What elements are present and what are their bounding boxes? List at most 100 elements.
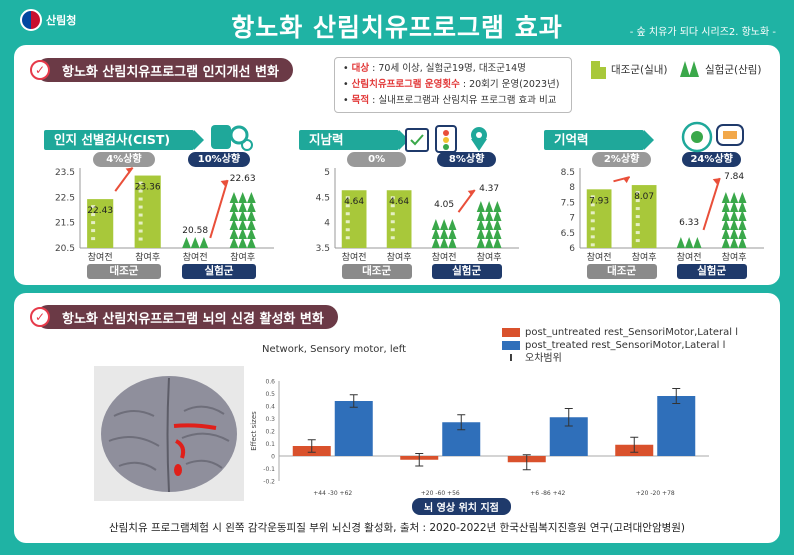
window-mark <box>138 189 143 193</box>
x-tick-label: +44 -30 +62 <box>313 490 352 497</box>
data-label: 20.58 <box>182 226 208 236</box>
tree-bar <box>485 237 494 248</box>
chart-title-pill: 인지 선별검사(CIST) <box>44 130 204 150</box>
tree-bar <box>182 237 191 248</box>
window-mark <box>635 239 640 243</box>
info-value: : 실내프로그램과 산림치유 프로그램 효과 비교 <box>372 95 557 106</box>
x-tick-label: 참여후 <box>722 251 747 263</box>
legend-swatch <box>502 328 520 337</box>
tree-bar <box>721 210 730 221</box>
legend-experimental-label: 실험군(산림) <box>705 63 762 76</box>
tree-bar <box>730 201 739 212</box>
window-mark <box>345 212 350 216</box>
y-tick-label: 8.5 <box>561 168 575 178</box>
tree-icon <box>680 61 699 77</box>
window-mark <box>345 204 350 208</box>
window-mark <box>590 211 595 215</box>
tree-bar <box>493 219 502 230</box>
window-mark <box>138 213 143 217</box>
window-mark <box>590 227 595 231</box>
cognitive-panel: ✓ 항노화 산림치유프로그램 인지개선 변화 • 대상 : 70세 이상, 실험… <box>14 45 780 285</box>
tree-bar <box>485 210 494 221</box>
window-mark <box>635 215 640 219</box>
window-mark <box>138 221 143 225</box>
window-mark <box>390 220 395 224</box>
data-label: 6.33 <box>679 218 699 228</box>
tree-bar <box>485 228 494 239</box>
tree-bar <box>229 219 239 230</box>
mini-chart-svg: 20.5 21.5 22.5 23.5 22.43 참여전 23.36 참여후 20.58 참여전… <box>55 166 274 263</box>
window-mark <box>345 236 350 240</box>
tree-bar <box>476 210 485 221</box>
tree-bar <box>229 210 239 221</box>
tree-bar <box>721 237 730 248</box>
y-tick-label: 23.5 <box>55 168 75 178</box>
y-tick-label: 22.5 <box>55 193 75 203</box>
tree-bar <box>238 228 248 239</box>
info-label: 목적 <box>351 95 370 106</box>
arrow-head <box>712 178 720 185</box>
legend-untreated-label: post_untreated rest_SensoriMotor,Lateral… <box>525 327 739 338</box>
effect-size-chart: -0.2 -0.1 0 0.1 0.2 0.3 0.4 0.5 0.6 Effect sizes +… <box>250 379 709 497</box>
tree-bar <box>476 237 485 248</box>
legend-error-label: 오차범위 <box>525 353 562 364</box>
tree-bar <box>238 219 248 230</box>
window-mark <box>390 204 395 208</box>
tree-bar <box>730 228 739 239</box>
window-mark <box>91 205 96 209</box>
info-value: : 20회기 운영(2023년) <box>462 79 560 90</box>
experimental-change-badge: 8%상향 <box>437 152 496 167</box>
y-tick-label: 0.5 <box>265 391 275 398</box>
legend-control: 대조군(실내) <box>589 59 668 79</box>
y-axis-label: Effect sizes <box>250 411 258 451</box>
section-title-text: 항노화 산림치유프로그램 인지개선 변화 <box>62 64 279 80</box>
window-mark <box>390 228 395 232</box>
y-tick-label: -0.2 <box>263 479 275 486</box>
x-tick-label: +20 -60 +56 <box>421 490 460 497</box>
tree-bar <box>431 228 440 239</box>
window-mark <box>91 237 96 241</box>
tree-bar <box>431 219 440 230</box>
tree-bar <box>229 228 239 239</box>
tree-bar <box>238 192 248 203</box>
chart-memory: 기억력 6 6.5 7 7.5 8 8.5 7.93 참여전 8.07 참여후 6.33 참여전 7.84… <box>544 130 774 280</box>
tree-bar <box>238 201 248 212</box>
network-title: Network, Sensory motor, left <box>262 344 407 355</box>
window-mark <box>345 196 350 200</box>
window-mark <box>390 196 395 200</box>
y-tick-label: 7.5 <box>561 198 575 208</box>
chart-cist: 인지 선별검사(CIST) 20.5 21.5 22.5 23.5 22.43 참여전 23.… <box>44 130 284 280</box>
tree-bar <box>485 219 494 230</box>
legend-swatch <box>502 341 520 350</box>
group-label-control: 대조군 <box>586 264 657 279</box>
tree-bar <box>440 219 449 230</box>
tree-bar <box>738 201 747 212</box>
tree-bar <box>440 228 449 239</box>
data-label: 22.43 <box>87 206 113 216</box>
x-tick-label: 참여후 <box>477 251 502 263</box>
data-label: 7.84 <box>724 172 744 182</box>
data-label: 4.64 <box>389 197 409 207</box>
legend-treated-label: post_treated rest_SensoriMotor,Lateral l <box>525 340 726 351</box>
tree-bar <box>229 237 239 248</box>
info-label: 대상 <box>351 63 370 74</box>
window-mark <box>91 213 96 217</box>
data-label: 4.37 <box>479 184 499 194</box>
arrow-head <box>467 189 475 196</box>
effect-bar <box>334 401 373 456</box>
window-mark <box>635 231 640 235</box>
legend-control-label: 대조군(실내) <box>611 63 668 76</box>
window-mark <box>590 203 595 207</box>
section-title-cognitive: ✓ 항노화 산림치유프로그램 인지개선 변화 <box>30 58 293 82</box>
tree-bar <box>738 210 747 221</box>
check-icon: ✓ <box>30 60 50 80</box>
y-tick-label: 3.5 <box>316 244 330 254</box>
x-tick-label: +20 -20 +78 <box>636 490 675 497</box>
y-tick-label: 20.5 <box>55 244 75 254</box>
mini-chart-svg: 6 6.5 7 7.5 8 8.5 7.93 참여전 8.07 참여후 6.33 참여전 7.84 참여후 <box>561 168 764 263</box>
y-tick-label: 4.5 <box>316 193 330 203</box>
group-label-experimental: 실험군 <box>431 264 502 279</box>
section-title-brain: ✓ 항노화 산림치유프로그램 뇌의 신경 활성화 변화 <box>30 305 338 329</box>
arrow-head <box>622 177 630 184</box>
x-tick-label: 참여후 <box>230 251 255 263</box>
